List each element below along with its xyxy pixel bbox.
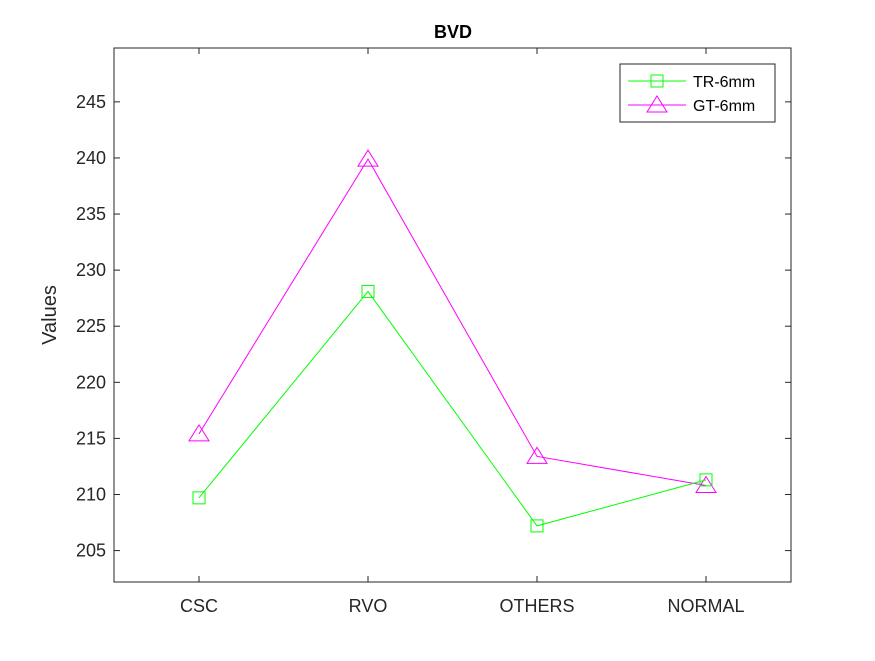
y-tick-label: 240 <box>76 148 106 168</box>
plot-frame <box>113 47 792 583</box>
series-line <box>198 158 707 487</box>
y-tick-label: 210 <box>76 484 106 504</box>
legend-item: TR-6mm <box>628 74 755 91</box>
legend-marker <box>646 95 668 113</box>
data-point-marker <box>699 473 713 487</box>
y-tick-label: 235 <box>76 204 106 224</box>
y-tick-label: 215 <box>76 428 106 448</box>
y-tick-label: 245 <box>76 92 106 112</box>
legend: TR-6mm GT-6mm <box>619 63 776 123</box>
y-tick-label: 220 <box>76 372 106 392</box>
data-point-marker <box>530 519 544 533</box>
legend-box <box>619 63 776 123</box>
x-tick-label: OTHERS <box>499 596 574 616</box>
data-point-marker <box>357 149 379 167</box>
series-layer <box>188 149 717 533</box>
series-gt-6mm <box>188 149 717 494</box>
y-axis-ticks: 205 210 215 220 225 230 235 240 245 <box>76 92 791 561</box>
data-point-marker <box>192 491 206 505</box>
plot-area <box>114 48 791 582</box>
y-tick-label: 205 <box>76 541 106 561</box>
x-axis-ticks: CSC RVO OTHERS NORMAL <box>180 48 745 616</box>
data-point-marker <box>188 423 210 442</box>
y-tick-label: 225 <box>76 316 106 336</box>
chart-title: BVD <box>434 22 472 42</box>
legend-label: TR-6mm <box>693 74 755 91</box>
series-tr-6mm <box>192 284 713 533</box>
legend-item: GT-6mm <box>628 95 755 115</box>
legend-marker <box>650 74 664 88</box>
data-point-marker <box>361 284 375 298</box>
x-tick-label: RVO <box>349 596 388 616</box>
x-tick-label: CSC <box>180 596 218 616</box>
data-point-marker <box>695 475 717 494</box>
series-line <box>198 290 707 527</box>
y-tick-label: 230 <box>76 260 106 280</box>
data-point-marker <box>526 446 548 464</box>
x-tick-label: NORMAL <box>667 596 744 616</box>
legend-items: TR-6mm GT-6mm <box>628 74 755 115</box>
y-axis-label: Values <box>39 285 61 345</box>
legend-label: GT-6mm <box>693 98 755 115</box>
